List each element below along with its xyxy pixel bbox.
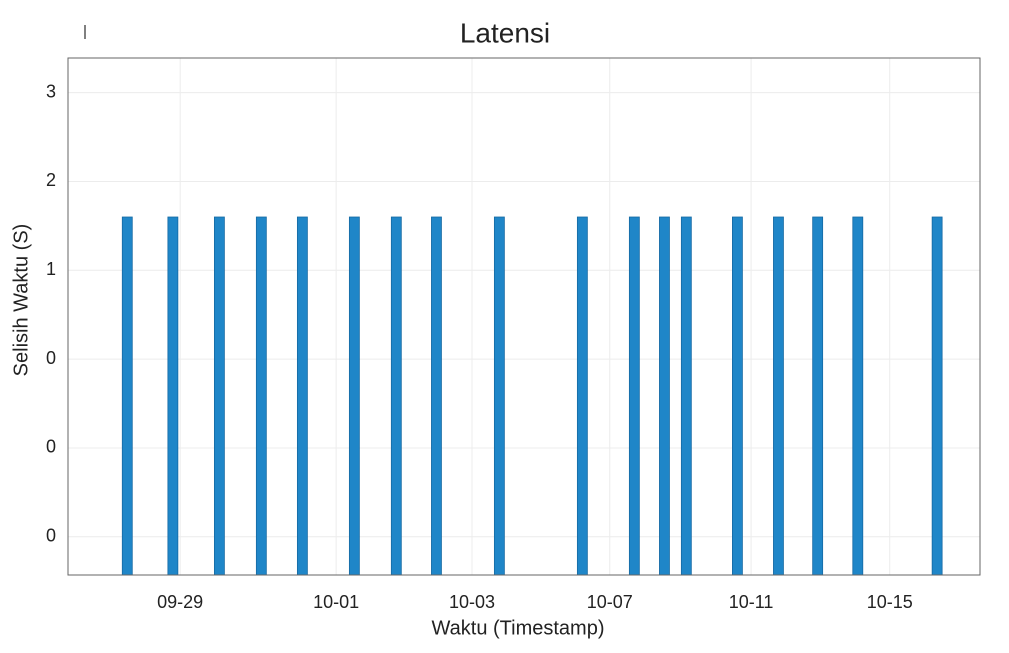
bar bbox=[576, 216, 588, 576]
bar bbox=[431, 216, 442, 576]
bar bbox=[348, 216, 360, 576]
x-tick-label: 10-15 bbox=[867, 592, 913, 612]
bar bbox=[493, 216, 505, 576]
bar bbox=[167, 216, 179, 576]
plot-frame bbox=[67, 57, 981, 576]
y-tick-label: 0 bbox=[46, 526, 56, 546]
x-tick-label: 10-01 bbox=[313, 592, 359, 612]
bar bbox=[773, 216, 784, 576]
bar bbox=[931, 216, 943, 576]
chart-title: Latensi bbox=[460, 17, 550, 48]
bar bbox=[390, 216, 402, 576]
bar bbox=[852, 216, 864, 576]
x-axis-label: Waktu (Timestamp) bbox=[432, 617, 605, 639]
bar bbox=[628, 216, 640, 576]
x-tick-label: 10-03 bbox=[449, 592, 495, 612]
y-axis-label: Selisih Waktu (S) bbox=[10, 224, 32, 377]
bar bbox=[213, 216, 225, 576]
bar bbox=[812, 216, 824, 576]
y-tick-label: 2 bbox=[46, 170, 56, 190]
bar bbox=[296, 216, 308, 576]
bar bbox=[255, 216, 267, 576]
y-tick-label: 1 bbox=[46, 259, 56, 279]
y-tick-label: 3 bbox=[46, 81, 56, 101]
y-tick-label: 0 bbox=[46, 437, 56, 457]
x-tick-label: 10-07 bbox=[587, 592, 633, 612]
bar bbox=[732, 216, 743, 576]
x-tick-label: 10-11 bbox=[729, 592, 774, 612]
y-tick-label: 0 bbox=[46, 348, 56, 368]
bar bbox=[121, 216, 133, 576]
bar bbox=[680, 216, 692, 576]
bar bbox=[659, 216, 670, 576]
x-tick-label: 09-29 bbox=[157, 592, 203, 612]
